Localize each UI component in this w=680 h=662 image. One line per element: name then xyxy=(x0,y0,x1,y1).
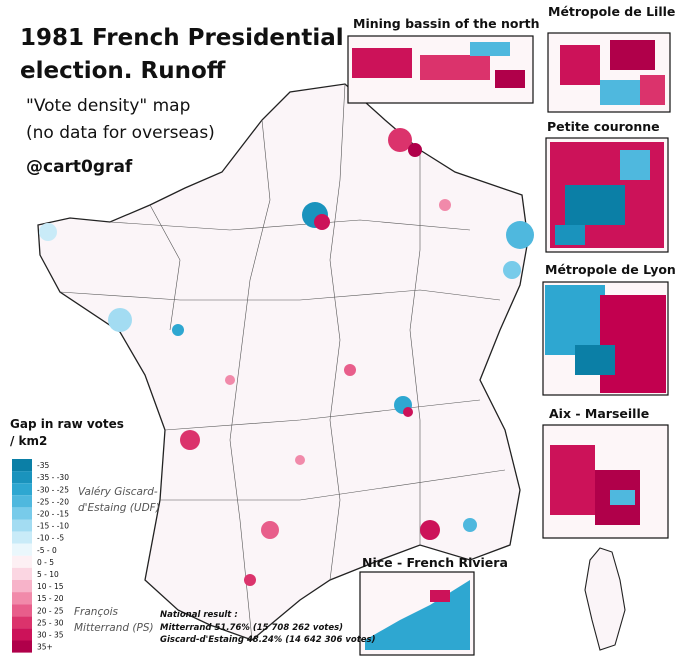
legend-label: -30 - -25 xyxy=(37,485,69,494)
candidate-label: François xyxy=(74,606,119,618)
legend-label: -10 - -5 xyxy=(37,534,64,543)
legend-label: -35 xyxy=(37,461,49,470)
legend-title: Gap in raw votes xyxy=(10,417,124,431)
title: 1981 French Presidential xyxy=(20,25,344,51)
legend-swatch xyxy=(12,459,32,472)
national-result: National result : xyxy=(160,610,238,620)
legend-swatch xyxy=(12,483,32,496)
subtitle: "Vote density" map xyxy=(26,96,190,116)
legend-label: 20 - 25 xyxy=(37,606,64,615)
subtitle: (no data for overseas) xyxy=(26,123,215,143)
legend-swatch xyxy=(12,471,32,484)
legend-label: 35+ xyxy=(37,643,53,652)
candidate-label: d'Estaing (UDF) xyxy=(78,502,160,514)
inset-title: Métropole de Lyon xyxy=(545,262,676,277)
legend-label: 10 - 15 xyxy=(37,582,64,591)
legend-label: -15 - -10 xyxy=(37,522,69,531)
legend-swatch xyxy=(12,531,32,544)
france-map xyxy=(37,83,534,641)
legend-label: -20 - -15 xyxy=(37,509,69,518)
legend-swatch xyxy=(12,604,32,617)
legend-swatch xyxy=(12,495,32,508)
legend-swatch xyxy=(12,567,32,580)
candidate-label: Valéry Giscard- xyxy=(78,486,158,498)
legend-label: 5 - 10 xyxy=(37,570,59,579)
inset-title: Métropole de Lille xyxy=(548,4,675,19)
insets: Mining bassin of the north Métropole de … xyxy=(347,4,676,656)
legend-swatch xyxy=(12,507,32,520)
national-result: Mitterrand 51.76% (15 708 262 votes) xyxy=(160,623,343,633)
legend-swatch xyxy=(12,628,32,641)
legend-label: 0 - 5 xyxy=(37,558,54,567)
inset-title: Mining bassin of the north xyxy=(353,16,540,31)
legend-label: 30 - 35 xyxy=(37,630,64,639)
legend-swatch xyxy=(12,640,32,653)
legend-label: -25 - -20 xyxy=(37,497,69,506)
legend-swatch xyxy=(12,580,32,593)
legend-label: -35 - -30 xyxy=(37,473,69,482)
legend-label: 15 - 20 xyxy=(37,594,64,603)
legend-swatch xyxy=(12,592,32,605)
legend-title: / km2 xyxy=(10,434,47,448)
national-result: Giscard-d'Estaing 48.24% (14 642 306 vot… xyxy=(160,635,376,645)
legend-swatch xyxy=(12,543,32,556)
legend-label: 25 - 30 xyxy=(37,618,64,627)
legend-swatch xyxy=(12,555,32,568)
inset-title: Aix - Marseille xyxy=(549,406,649,421)
legend: -35 -35 - -30 -30 - -25 -25 - -20 -20 - -15 -… xyxy=(12,459,69,653)
legend-label: -5 - 0 xyxy=(37,546,57,555)
corsica xyxy=(584,547,626,651)
legend-swatch xyxy=(12,616,32,629)
legend-swatch xyxy=(12,519,32,532)
inset-title: Nice - French Riviera xyxy=(362,555,508,570)
inset-title: Petite couronne xyxy=(547,119,660,134)
candidate-label: Mitterrand (PS) xyxy=(74,622,154,634)
title: election. Runoff xyxy=(20,58,226,84)
handle: @cart0graf xyxy=(26,157,133,177)
